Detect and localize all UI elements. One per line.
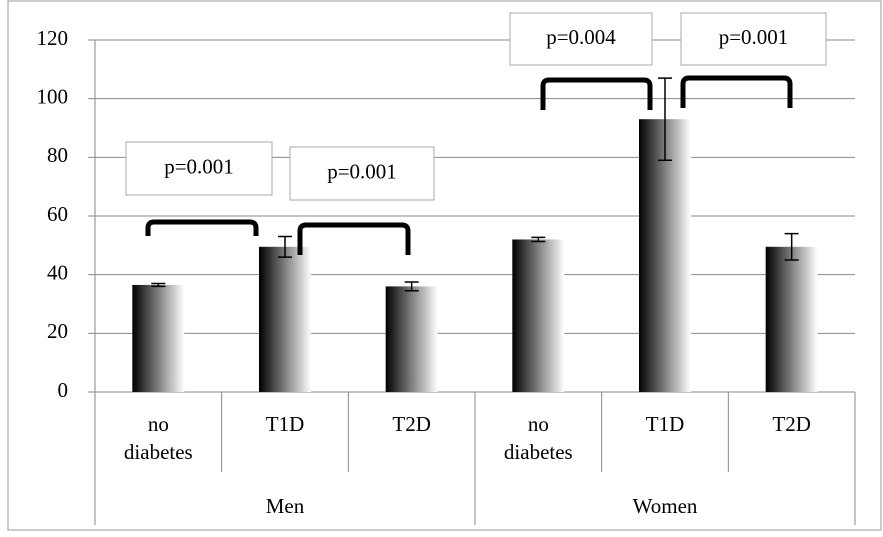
- y-tick-label: 120: [37, 26, 69, 50]
- significance-bracket: [145, 219, 259, 236]
- x-tick-label: T2D: [772, 412, 811, 436]
- group-label: Women: [633, 494, 698, 518]
- annotation-box: [289, 146, 435, 201]
- x-tick-label: T1D: [645, 412, 685, 436]
- error-bar: [278, 235, 292, 258]
- x-tick-label: T2D: [392, 412, 431, 436]
- x-tick-label: no diabetes: [503, 412, 573, 464]
- annotation-box: [509, 12, 653, 66]
- annotation-text: p=0.004: [546, 25, 616, 49]
- error-bar: [151, 282, 166, 288]
- bar: [259, 246, 311, 392]
- annotation-text: p=0.001: [164, 154, 234, 178]
- x-tick-label: no diabetes: [123, 412, 193, 464]
- y-tick-label: 100: [37, 84, 69, 108]
- bar: [639, 119, 691, 392]
- bar: [765, 246, 818, 392]
- y-tick-label: 80: [47, 143, 68, 167]
- significance-bracket: [680, 75, 793, 108]
- significance-bracket: [297, 222, 411, 255]
- error-bar: [658, 77, 672, 162]
- error-bar: [784, 232, 799, 261]
- y-tick-label: 60: [47, 202, 68, 226]
- annotation-box: [125, 141, 273, 196]
- bar: [132, 284, 185, 392]
- annotation-text: p=0.001: [719, 25, 789, 49]
- group-label: Men: [266, 494, 305, 518]
- annotation-text: p=0.001: [327, 159, 397, 183]
- bar: [512, 239, 565, 392]
- error-bar: [531, 236, 546, 243]
- y-tick-label: 40: [47, 260, 68, 284]
- annotation-box: [680, 12, 827, 66]
- error-bar: [404, 281, 419, 292]
- y-tick-label: 20: [47, 319, 68, 343]
- significance-bracket: [540, 77, 653, 110]
- chart-border: [7, 0, 882, 531]
- x-tick-label: T1D: [265, 412, 305, 436]
- y-tick-label: 0: [58, 378, 69, 402]
- bar: [385, 286, 438, 392]
